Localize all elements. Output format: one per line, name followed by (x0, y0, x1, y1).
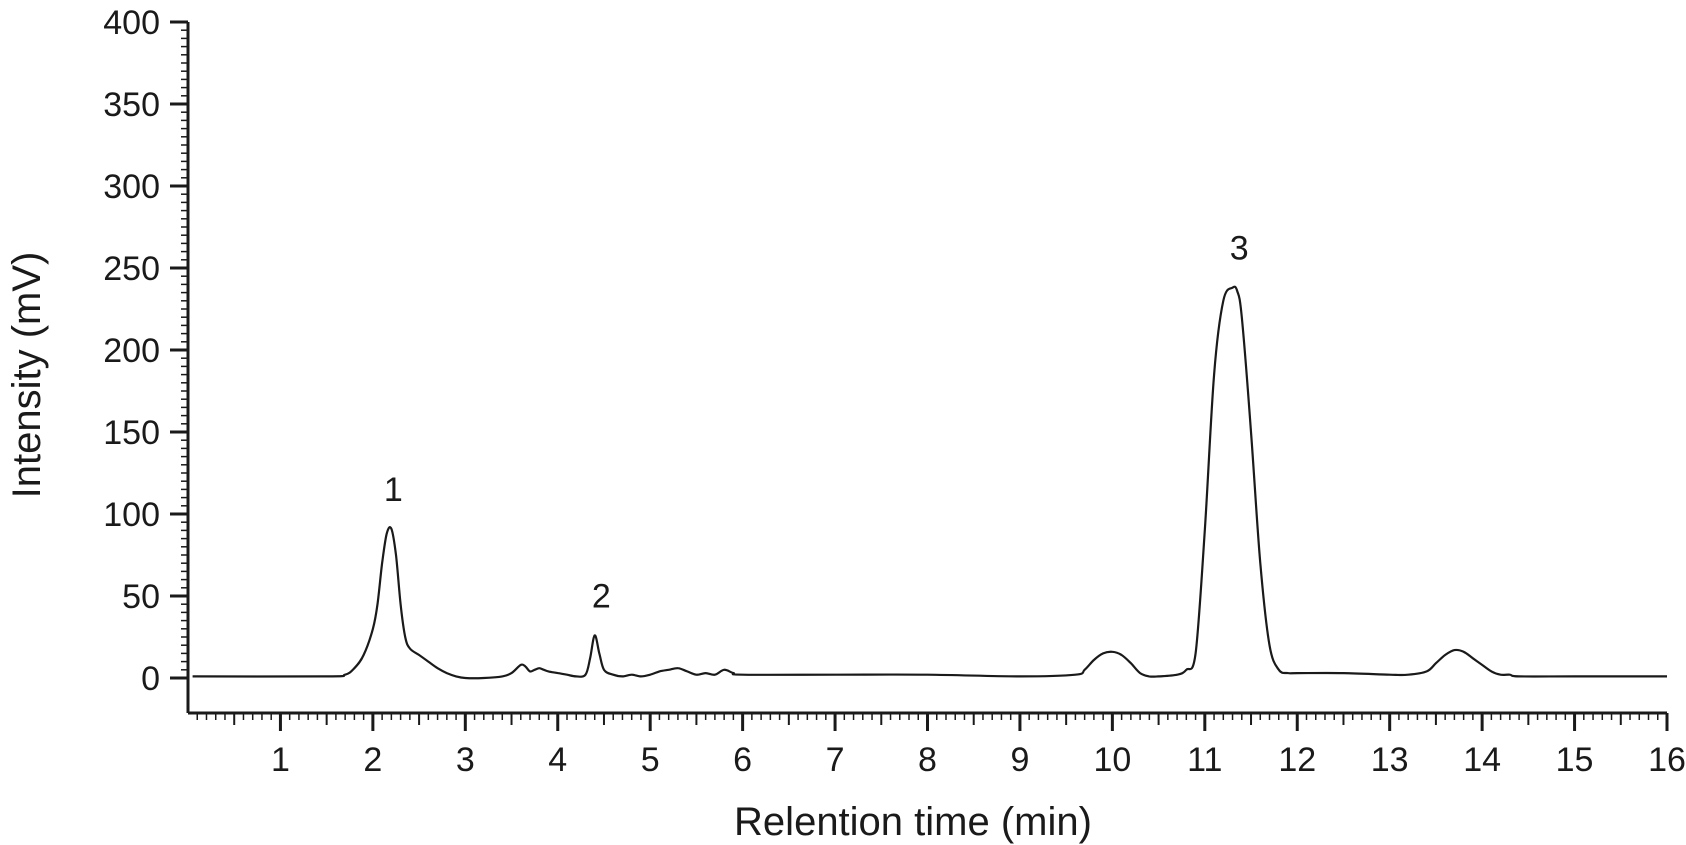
y-axis: 0 50 100 150 200 250 300 350 400 (103, 4, 190, 713)
x-tick-label: 12 (1278, 741, 1316, 779)
x-tick-label: 16 (1648, 741, 1686, 779)
y-tick-label: 100 (103, 496, 160, 534)
y-axis-title: Intensity (mV) (5, 252, 49, 499)
peak-label: 2 (592, 577, 611, 615)
peak-label: 3 (1230, 230, 1249, 268)
x-tick-label: 11 (1187, 741, 1222, 779)
y-tick-label: 200 (103, 332, 160, 370)
x-tick-label: 8 (918, 741, 937, 779)
x-tick-label: 6 (733, 741, 752, 779)
peak-labels: 1 2 3 (384, 230, 1249, 616)
x-axis: 1 2 3 4 5 6 7 8 9 10 11 12 13 14 15 16 (188, 711, 1686, 779)
x-tick-label: 10 (1093, 741, 1131, 779)
y-tick-label: 150 (103, 414, 160, 452)
x-tick-label: 13 (1371, 741, 1409, 779)
x-tick-label: 7 (826, 741, 845, 779)
chromatogram-trace (192, 285, 1667, 680)
y-tick-label: 0 (141, 660, 160, 698)
x-tick-label: 2 (363, 741, 382, 779)
x-tick-label: 3 (456, 741, 475, 779)
y-tick-label: 400 (103, 4, 160, 42)
x-tick-label: 15 (1556, 741, 1594, 779)
y-tick-label: 300 (103, 168, 160, 206)
x-tick-label: 9 (1010, 741, 1029, 779)
x-tick-label: 5 (641, 741, 660, 779)
y-tick-label: 350 (103, 86, 160, 124)
y-tick-label: 250 (103, 250, 160, 288)
x-axis-title: Relention time (min) (734, 800, 1092, 844)
y-tick-label: 50 (122, 578, 160, 616)
x-tick-label: 14 (1463, 741, 1501, 779)
x-tick-label: 4 (548, 741, 567, 779)
x-tick-label: 1 (271, 741, 290, 779)
peak-label: 1 (384, 471, 403, 509)
